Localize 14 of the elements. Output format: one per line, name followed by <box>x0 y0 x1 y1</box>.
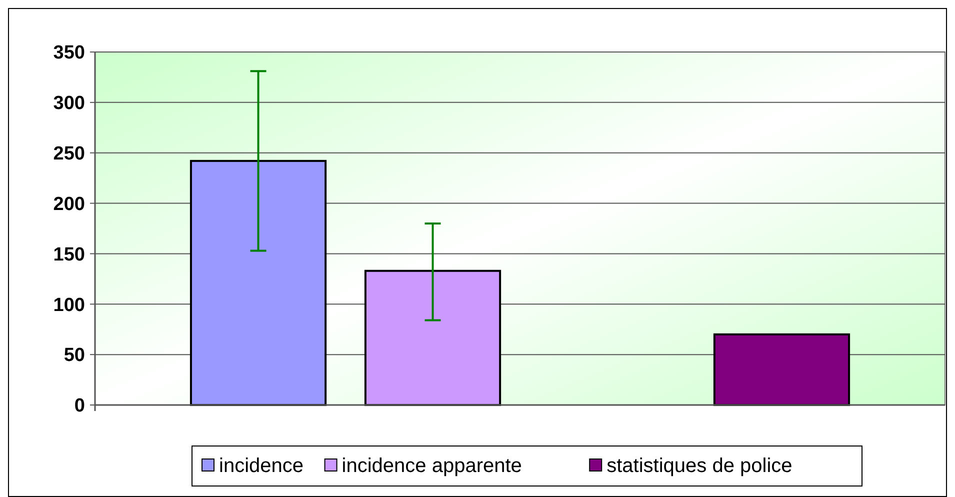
y-tick-label: 150 <box>53 244 85 266</box>
y-tick-label: 0 <box>74 396 85 417</box>
y-tick-label: 350 <box>53 42 85 64</box>
bar <box>190 160 327 406</box>
y-tick-label: 50 <box>64 345 85 366</box>
bar <box>713 333 850 406</box>
y-tick-label: 300 <box>53 93 85 114</box>
y-tick-label: 100 <box>53 294 85 316</box>
y-tick-label: 200 <box>53 194 85 215</box>
legend-label: incidence <box>219 455 304 477</box>
bar <box>364 270 502 406</box>
legend-label: incidence apparente <box>342 455 522 477</box>
legend-label: statistiques de police <box>606 455 792 477</box>
y-tick-label: 250 <box>53 144 85 165</box>
